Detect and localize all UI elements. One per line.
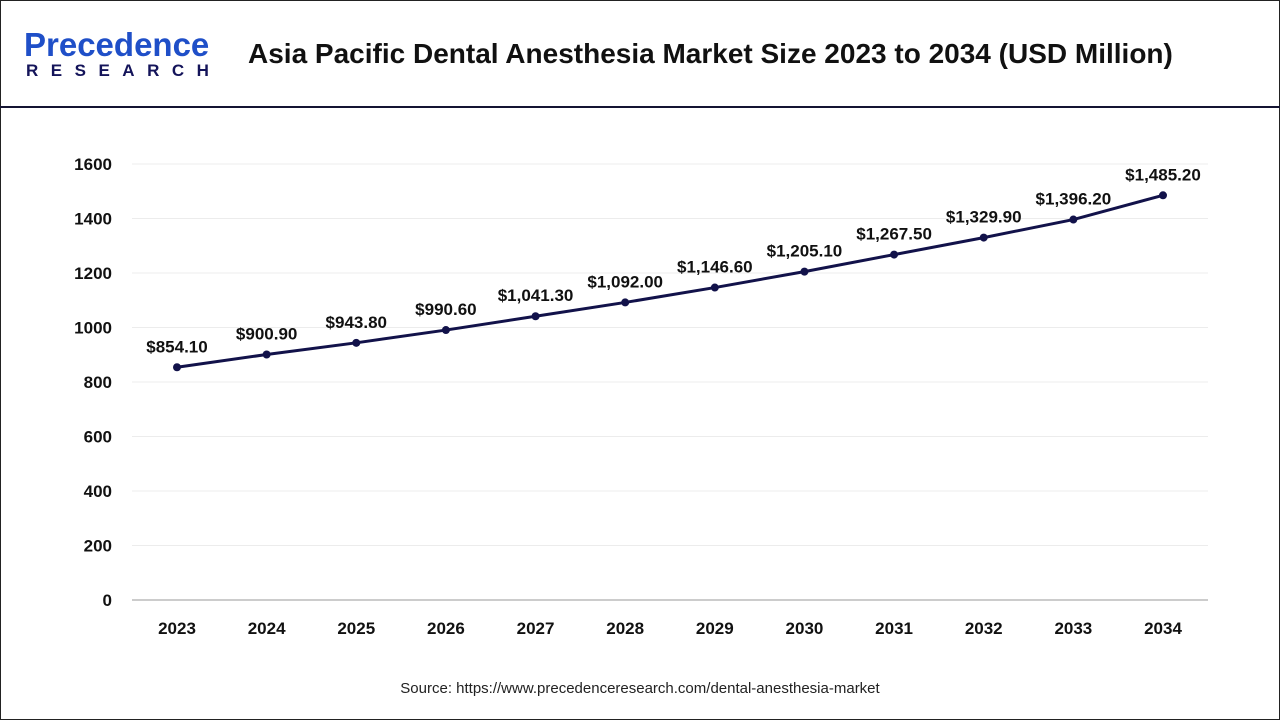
data-point [621,298,630,307]
logo-text: Precedence [24,26,210,63]
chart-title: Asia Pacific Dental Anesthesia Market Si… [248,38,1173,69]
data-label: $1,485.20 [1125,165,1201,184]
data-label: $1,092.00 [587,272,663,291]
x-tick-label: 2025 [337,619,375,638]
y-tick-label: 0 [103,591,112,610]
data-point [710,283,719,292]
data-label: $1,267.50 [856,225,932,244]
data-label: $943.80 [326,313,387,332]
data-label: $900.90 [236,325,297,344]
data-label: $990.60 [415,300,476,319]
data-point [352,338,361,347]
y-tick-label: 800 [84,373,112,392]
source-note: Source: https://www.precedenceresearch.c… [400,680,880,697]
data-point [890,250,899,259]
x-tick-label: 2028 [606,619,644,638]
data-point [173,363,181,372]
data-point [1159,191,1167,200]
data-point [1069,215,1078,224]
logo-subtext: RESEARCH [26,61,222,80]
x-tick-label: 2024 [248,619,286,638]
series-line [176,193,1164,369]
y-tick-label: 1000 [74,319,112,338]
x-tick-label: 2023 [158,619,196,638]
x-tick-label: 2033 [1054,619,1092,638]
data-point [262,350,271,359]
y-tick-label: 600 [84,428,112,447]
x-tick-label: 2031 [875,619,913,638]
y-tick-label: 400 [84,482,112,501]
data-label: $1,146.60 [677,258,753,277]
y-tick-label: 200 [84,537,112,556]
x-tick-label: 2030 [786,619,824,638]
x-tick-label: 2032 [965,619,1003,638]
data-label: $1,396.20 [1036,190,1112,209]
precedence-research-logo: Precedence RESEARCH [24,28,221,80]
y-tick-label: 1200 [74,264,112,283]
data-label: $1,041.30 [498,286,574,305]
data-point [441,326,450,335]
data-point [531,312,540,321]
y-tick-label: 1400 [74,210,112,229]
data-label: $1,205.10 [767,242,843,261]
x-tick-label: 2029 [696,619,734,638]
data-point [979,233,988,242]
x-tick-label: 2027 [517,619,555,638]
x-tick-label: 2034 [1144,619,1182,638]
data-label: $1,329.90 [946,208,1022,227]
data-point [800,267,809,276]
x-tick-label: 2026 [427,619,465,638]
header: Precedence RESEARCH Asia Pacific Dental … [0,0,1280,108]
data-label: $854.10 [146,337,207,356]
y-tick-label: 1600 [74,155,112,174]
